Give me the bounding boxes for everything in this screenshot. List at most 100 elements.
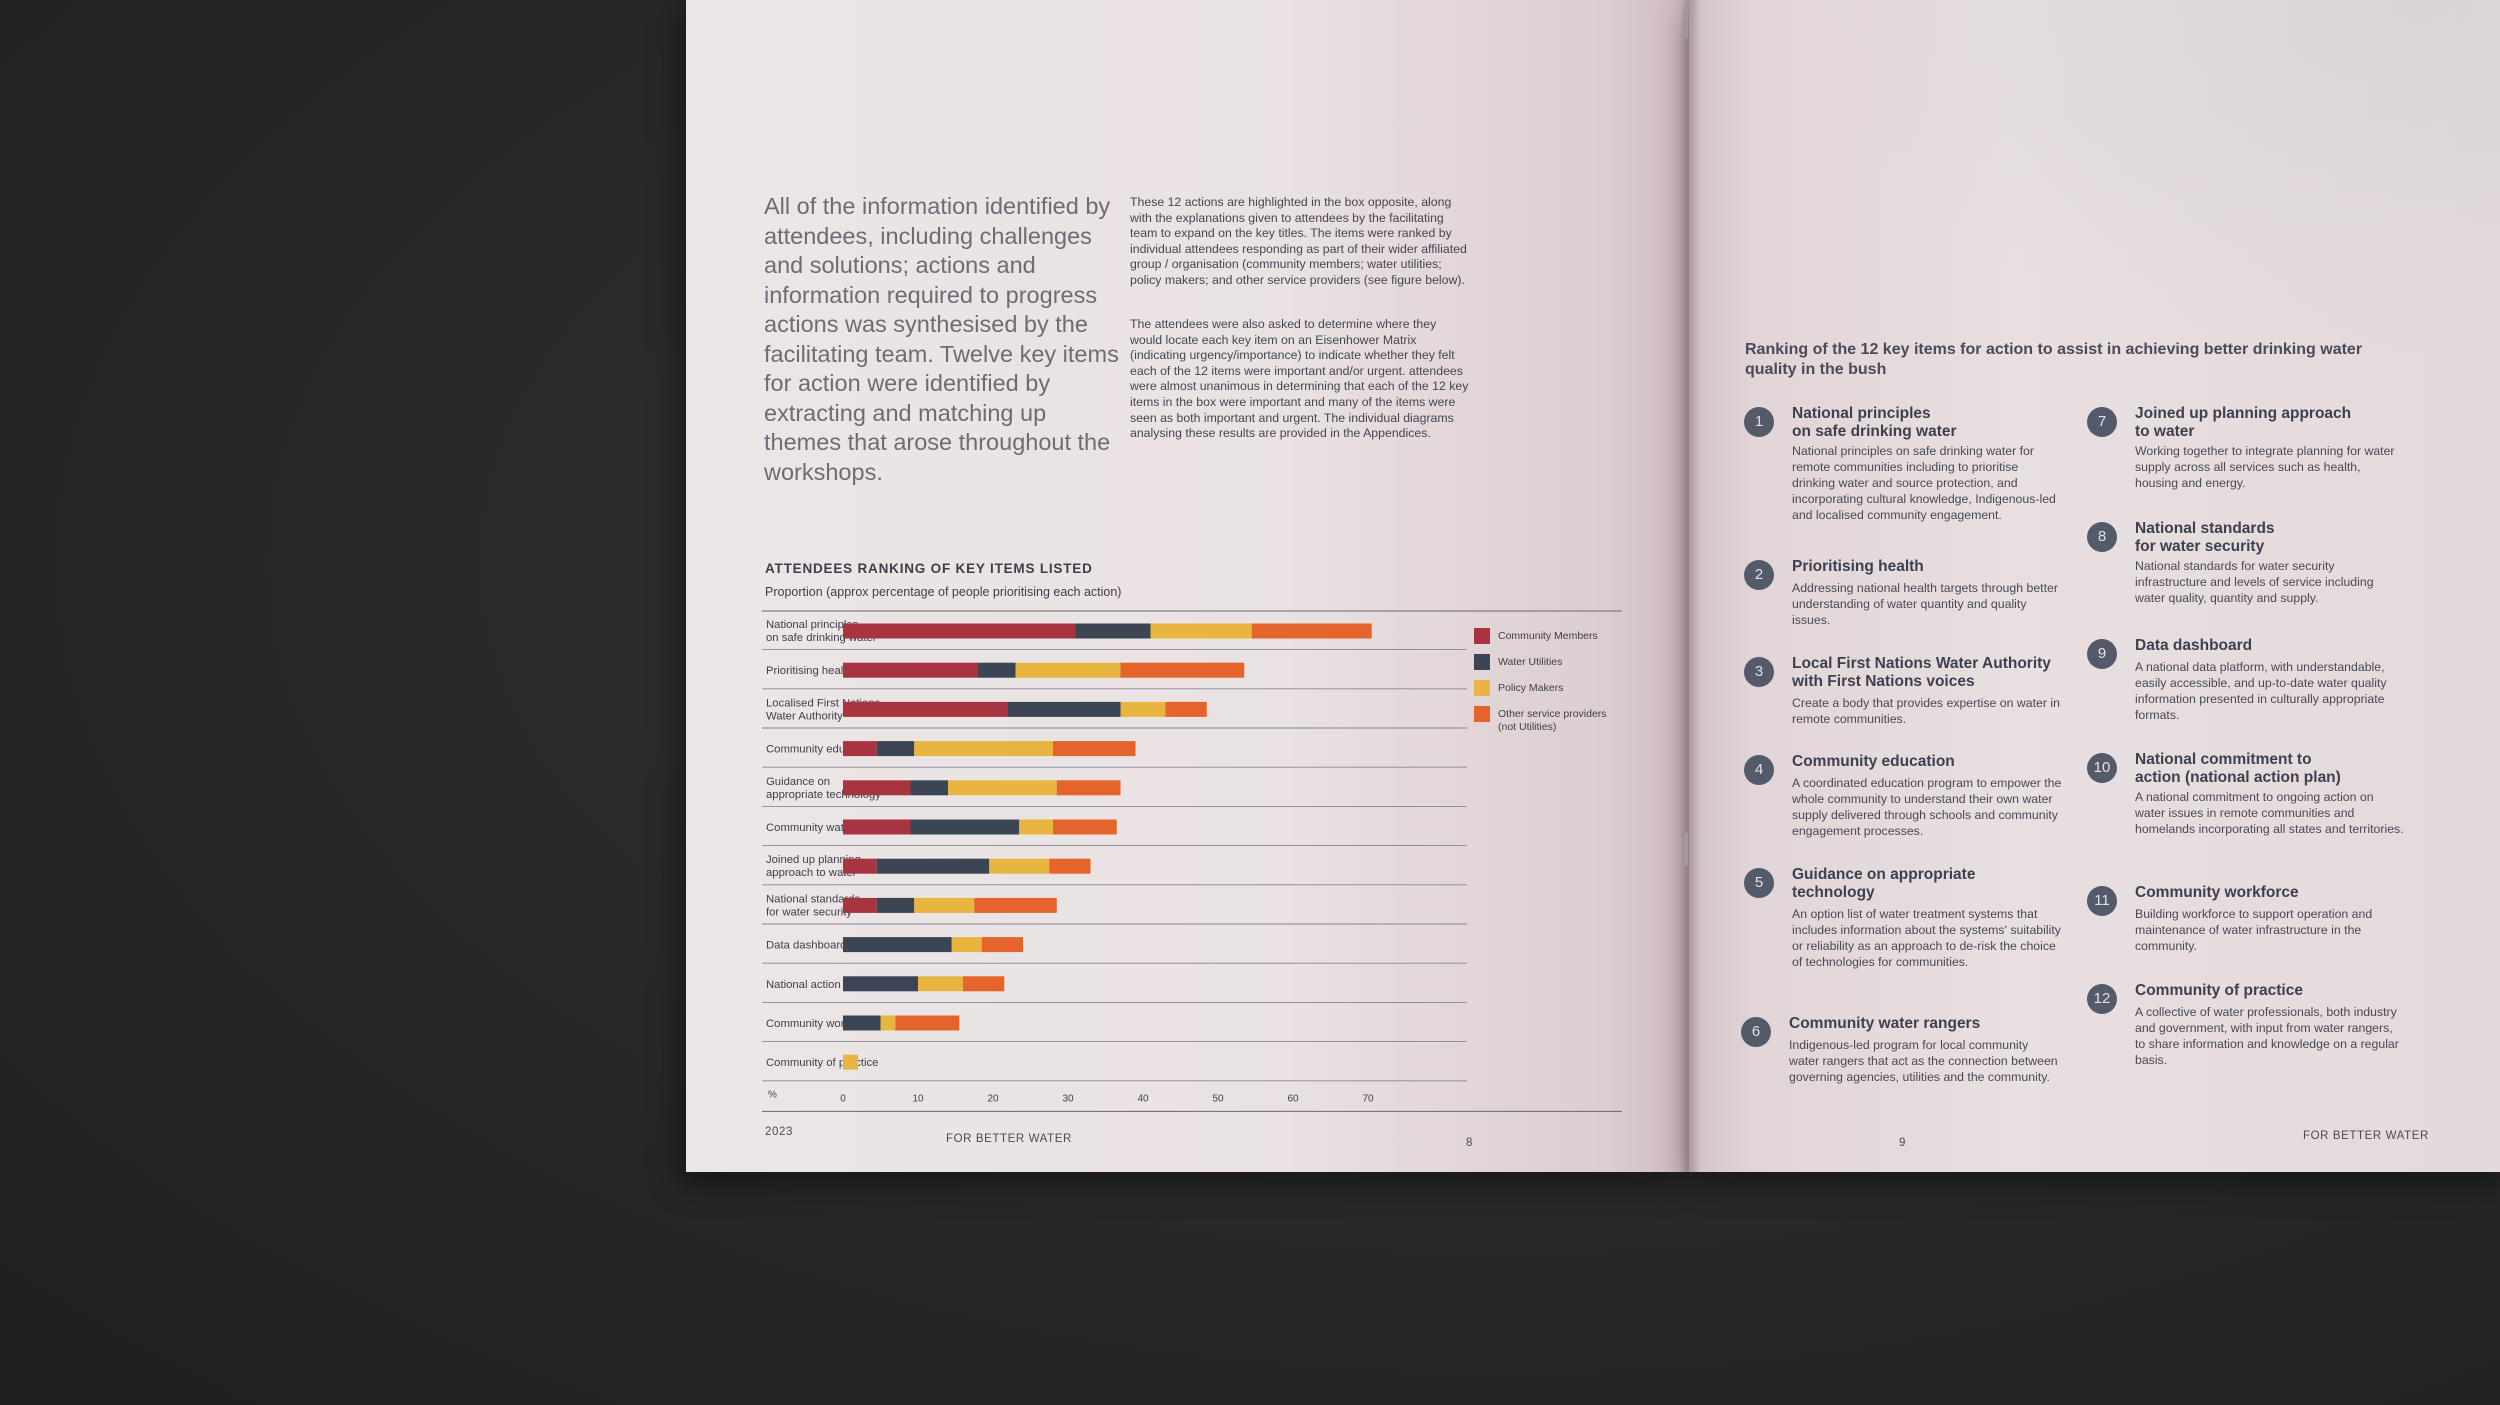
category-label: Prioritising health	[766, 665, 853, 677]
bar-segment	[843, 937, 952, 953]
item-title: National commitment to action (national a…	[2135, 751, 2341, 786]
item-description: A national commitment to ongoing action …	[2135, 790, 2404, 836]
bar-segment	[1053, 741, 1136, 757]
footer-brand: FOR BETTER WATER	[946, 1133, 1072, 1145]
legend-swatch	[1474, 706, 1490, 722]
intro-paragraph: All of the information identified by att…	[764, 193, 1119, 485]
bar-segment	[951, 937, 982, 953]
bar-segment	[1019, 819, 1053, 835]
bar-segment	[918, 976, 963, 992]
item-title: National principles on safe drinking wate…	[1792, 405, 1957, 440]
item-number-badge: 4	[1744, 755, 1774, 785]
bar-segment	[948, 780, 1057, 796]
x-tick-label: 10	[912, 1093, 924, 1104]
item-description: Indigenous-led program for local communi…	[1789, 1038, 2058, 1084]
x-axis-label: %	[768, 1089, 777, 1100]
bar-segment	[843, 858, 877, 874]
bar-segment	[876, 858, 990, 874]
bar-segment	[843, 741, 877, 757]
bar-segment	[1120, 701, 1166, 717]
bar-segment	[914, 741, 1053, 757]
page-number: 9	[1899, 1137, 1906, 1149]
bar-segment	[989, 858, 1050, 874]
bar-segment	[843, 976, 918, 992]
bar-segment	[974, 897, 1057, 913]
bar-segment	[910, 819, 1020, 835]
staple-bottom	[1684, 832, 1688, 866]
page-number: 8	[1466, 1137, 1473, 1149]
bar-segment	[1015, 662, 1121, 678]
bar-segment	[1053, 819, 1117, 835]
item-title: Joined up planning approach to water	[2135, 405, 2352, 440]
bar-segment	[1251, 623, 1372, 639]
category-label: National action plan	[766, 979, 865, 991]
item-title: Local First Nations Water Authority with …	[1792, 655, 2051, 690]
item-description: A coordinated education program to empow…	[1792, 776, 2062, 838]
bar-segment	[843, 662, 978, 678]
x-tick-label: 50	[1212, 1093, 1224, 1104]
x-tick-label: 70	[1362, 1093, 1374, 1104]
item-title: Community workforce	[2135, 884, 2299, 901]
body-paragraph-1: These 12 actions are highlighted in the …	[1130, 195, 1467, 287]
bar-segment	[843, 897, 877, 913]
item-number-badge: 9	[2087, 639, 2117, 669]
left-page: All of the information identified by att…	[686, 0, 1689, 1172]
legend-label: Policy Makers	[1498, 682, 1563, 694]
bar-segment	[843, 701, 1008, 717]
bar-segment	[1075, 623, 1151, 639]
item-description: Create a body that provides expertise on…	[1792, 696, 2060, 726]
bar-segment	[1008, 701, 1121, 717]
body-paragraph-2: The attendees were also asked to determi…	[1130, 317, 1469, 441]
bar-segment	[1150, 623, 1252, 639]
item-number-badge: 2	[1744, 560, 1774, 590]
bar-segment	[1049, 858, 1091, 874]
bar-segment	[978, 662, 1016, 678]
legend-swatch	[1474, 680, 1490, 696]
bar-segment	[914, 897, 975, 913]
bar-segment	[1056, 780, 1121, 796]
footer-year: 2023	[765, 1126, 793, 1138]
staple-top	[1684, 4, 1688, 38]
bar-segment	[963, 976, 1005, 992]
category-label: Guidance on	[766, 776, 830, 788]
right-page: Ranking of the 12 key items for action t…	[1689, 0, 2500, 1172]
legend-label: (not Utilities)	[1498, 721, 1556, 733]
item-description: A national data platform, with understan…	[2135, 660, 2387, 722]
item-title: Community education	[1792, 753, 1955, 770]
legend-label: Water Utilities	[1498, 656, 1562, 668]
item-title: Community of practice	[2135, 982, 2303, 999]
category-label: National principles	[766, 619, 859, 631]
category-label: Water Authority	[766, 710, 843, 722]
item-number-badge: 6	[1741, 1017, 1771, 1047]
item-number-badge: 1	[1744, 407, 1774, 437]
legend-label: Other service providers	[1498, 708, 1607, 720]
item-title: Data dashboard	[2135, 637, 2253, 654]
item-number-badge: 8	[2087, 522, 2117, 552]
item-description: Addressing national health targets throu…	[1792, 581, 2058, 627]
item-description: Building workforce to support operation …	[2135, 907, 2373, 953]
bar-segment	[895, 1015, 960, 1031]
item-number-badge: 12	[2087, 984, 2117, 1014]
bar-segment	[876, 741, 915, 757]
book-spine	[1679, 0, 1701, 1172]
item-title: Prioritising health	[1792, 558, 1924, 575]
legend-label: Community Members	[1498, 630, 1598, 642]
bar-segment	[876, 897, 915, 913]
category-label: Community of practice	[766, 1057, 878, 1069]
item-number-badge: 10	[2087, 753, 2117, 783]
bar-segment	[843, 623, 1076, 639]
bar-segment	[843, 780, 911, 796]
bar-segment	[843, 1015, 881, 1031]
bar-segment	[981, 937, 1023, 953]
bar-segment	[843, 1054, 858, 1070]
legend-swatch	[1474, 628, 1490, 644]
item-description: An option list of water treatment system…	[1792, 907, 2061, 969]
x-tick-label: 20	[987, 1093, 999, 1104]
item-title: Guidance on appropriate technology	[1792, 866, 1976, 901]
item-description: Working together to integrate planning f…	[2135, 444, 2395, 490]
item-number-badge: 5	[1744, 868, 1774, 898]
item-number-badge: 7	[2087, 407, 2117, 437]
category-label: Joined up planning	[766, 854, 861, 866]
bar-segment	[1165, 701, 1207, 717]
